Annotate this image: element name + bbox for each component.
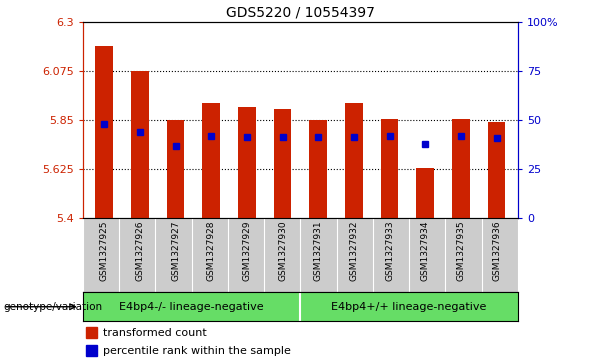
Bar (167, 120, 185, 218)
Text: GSM1327925: GSM1327925 (100, 220, 109, 281)
Text: percentile rank within the sample: percentile rank within the sample (102, 346, 291, 356)
Bar (86, 345, 97, 356)
Bar (488, 122, 506, 218)
Bar (131, 71, 149, 218)
Text: GSM1327927: GSM1327927 (171, 220, 180, 281)
Bar (95, 46, 113, 218)
Text: E4bp4-/- lineage-negative: E4bp4-/- lineage-negative (120, 302, 264, 312)
Text: GSM1327931: GSM1327931 (314, 220, 322, 281)
Text: GSM1327932: GSM1327932 (349, 220, 359, 281)
Text: GSM1327936: GSM1327936 (492, 220, 501, 281)
Bar (345, 103, 363, 218)
Bar (381, 119, 398, 218)
Text: genotype/variation: genotype/variation (3, 302, 102, 312)
Bar (86, 327, 97, 338)
Bar (416, 168, 434, 218)
Bar (202, 103, 220, 218)
Title: GDS5220 / 10554397: GDS5220 / 10554397 (226, 5, 375, 19)
Bar (273, 109, 291, 218)
Text: E4bp4+/+ lineage-negative: E4bp4+/+ lineage-negative (332, 302, 487, 312)
Text: GSM1327933: GSM1327933 (385, 220, 394, 281)
Bar (238, 107, 256, 218)
Bar (310, 120, 327, 218)
Text: GSM1327935: GSM1327935 (457, 220, 465, 281)
Text: GSM1327928: GSM1327928 (207, 220, 216, 281)
Text: GSM1327926: GSM1327926 (135, 220, 144, 281)
Text: GSM1327934: GSM1327934 (421, 220, 430, 281)
Text: GSM1327930: GSM1327930 (278, 220, 287, 281)
Bar (452, 119, 470, 218)
Text: GSM1327929: GSM1327929 (242, 220, 251, 281)
Text: transformed count: transformed count (102, 327, 207, 338)
